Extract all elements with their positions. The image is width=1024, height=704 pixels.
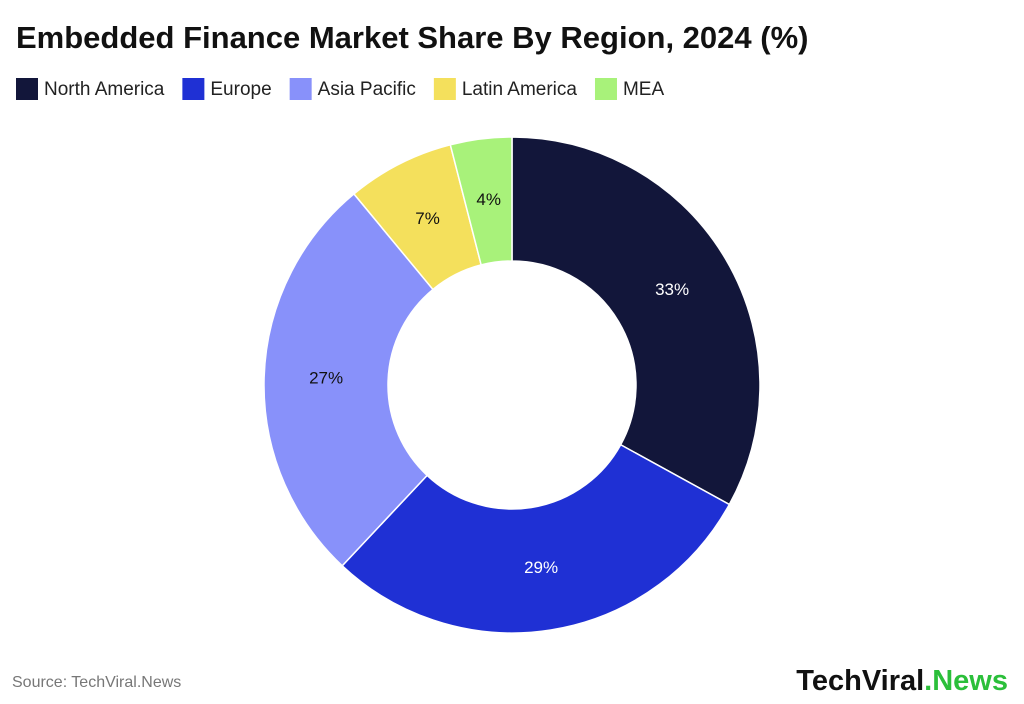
legend-label: North America	[44, 79, 165, 100]
legend-swatch	[289, 78, 312, 100]
legend-swatch	[594, 78, 617, 100]
legend-label: Latin America	[462, 79, 578, 100]
data-label: 27%	[309, 369, 343, 388]
data-label: 4%	[476, 190, 501, 209]
legend-label: MEA	[623, 79, 665, 100]
legend-label: Asia Pacific	[318, 79, 416, 100]
logo: TechViral.News	[796, 665, 1008, 697]
donut-slice	[263, 192, 435, 567]
logo-accent: .News	[924, 665, 1008, 697]
legend-label: Europe	[210, 79, 271, 100]
donut-slice	[511, 136, 761, 506]
chart-title: Embedded Finance Market Share By Region,…	[16, 20, 808, 55]
legend-swatch	[16, 78, 38, 100]
legend-swatch	[433, 78, 456, 100]
source: Source: TechViral.News	[12, 674, 181, 691]
data-label: 33%	[655, 280, 689, 299]
legend-swatch	[182, 78, 205, 100]
data-label: 29%	[524, 558, 558, 577]
donut-slice	[449, 136, 513, 266]
donut-slice	[341, 443, 731, 634]
logo-main: TechViral	[796, 665, 924, 697]
data-label: 7%	[415, 209, 440, 228]
